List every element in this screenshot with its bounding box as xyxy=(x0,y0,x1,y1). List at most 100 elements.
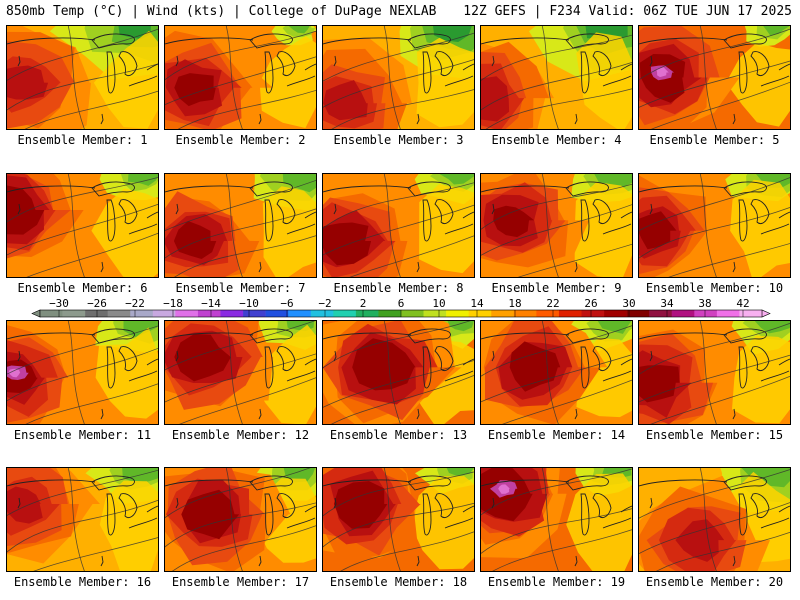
great-lakes-outline xyxy=(481,475,632,567)
temperature-field-2 xyxy=(165,26,316,129)
colorbar-swatch-20 xyxy=(491,310,515,317)
colorbar-swatch-18 xyxy=(446,310,469,317)
colorbar-tick-label: −26 xyxy=(87,297,107,310)
ensemble-member-map-15 xyxy=(638,320,791,425)
temperature-field-13 xyxy=(323,321,474,424)
great-lakes-outline xyxy=(481,33,632,125)
colorbar-swatch-24 xyxy=(581,310,605,317)
ensemble-member-map-5 xyxy=(638,25,791,130)
ensemble-member-label-5: Ensemble Member: 5 xyxy=(649,133,780,147)
colorbar-tick-label: 26 xyxy=(584,297,597,310)
colorbar-swatch-0 xyxy=(40,310,63,317)
ensemble-member-map-17 xyxy=(164,467,317,572)
colorbar-swatch-31 xyxy=(739,310,763,317)
ensemble-member-label-16: Ensemble Member: 16 xyxy=(13,575,152,589)
colorbar-tick-label: 34 xyxy=(660,297,674,310)
great-lakes-outline xyxy=(165,33,316,125)
ensemble-member-label-17: Ensemble Member: 17 xyxy=(171,575,310,589)
ensemble-member-label-10: Ensemble Member: 10 xyxy=(645,281,784,295)
colorbar-swatch-1 xyxy=(62,310,86,317)
colorbar-tick-label: 18 xyxy=(508,297,521,310)
temperature-field-1 xyxy=(7,26,158,129)
great-lakes-outline xyxy=(323,33,474,125)
ensemble-member-label-4: Ensemble Member: 4 xyxy=(491,133,622,147)
colorbar-swatch-16 xyxy=(401,310,424,317)
ensemble-member-map-3 xyxy=(322,25,475,130)
colorbar-swatch-22 xyxy=(536,310,560,317)
colorbar-swatch-9 xyxy=(243,310,266,317)
colorbar-swatch-19 xyxy=(468,310,492,317)
temperature-field-4 xyxy=(481,26,632,129)
colorbar-swatch-6 xyxy=(175,310,199,317)
temperature-field-12 xyxy=(165,321,316,424)
colorbar-tick-label: 42 xyxy=(736,297,749,310)
ensemble-member-map-18 xyxy=(322,467,475,572)
figure-title-left: 850mb Temp (°C) | Wind (kts) | College o… xyxy=(6,4,437,19)
great-lakes-outline xyxy=(7,475,158,567)
temperature-field-5 xyxy=(639,26,790,129)
ensemble-member-map-6 xyxy=(6,173,159,278)
colorbar-swatch-29 xyxy=(694,310,718,317)
ensemble-member-label-14: Ensemble Member: 14 xyxy=(487,428,626,442)
ensemble-member-map-7 xyxy=(164,173,317,278)
colorbar-swatch-7 xyxy=(197,310,221,317)
ensemble-member-map-19 xyxy=(480,467,633,572)
great-lakes-outline xyxy=(7,328,158,420)
temperature-field-20 xyxy=(639,468,790,571)
colorbar-tick-label: 38 xyxy=(698,297,711,310)
figure-title-right: 12Z GEFS | F234 Valid: 06Z TUE JUN 17 20… xyxy=(463,4,792,19)
colorbar-tick-label: 10 xyxy=(432,297,445,310)
ensemble-member-label-8: Ensemble Member: 8 xyxy=(333,281,464,295)
colorbar-swatch-11 xyxy=(288,310,312,317)
colorbar-swatch-21 xyxy=(513,310,537,317)
ensemble-member-label-3: Ensemble Member: 3 xyxy=(333,133,464,147)
colorbar-swatch-28 xyxy=(671,310,695,317)
colorbar-swatch-25 xyxy=(604,310,627,317)
ensemble-member-label-7: Ensemble Member: 7 xyxy=(175,281,306,295)
colorbar-tick-label: −30 xyxy=(49,297,69,310)
ensemble-member-map-11 xyxy=(6,320,159,425)
ensemble-member-label-15: Ensemble Member: 15 xyxy=(645,428,784,442)
colorbar-max-arrow xyxy=(761,309,771,318)
temperature-field-18 xyxy=(323,468,474,571)
great-lakes-outline xyxy=(165,328,316,420)
colorbar-swatch-5 xyxy=(152,310,176,317)
colorbar-min-arrow xyxy=(31,309,41,318)
colorbar-swatch-17 xyxy=(423,310,447,317)
colorbar-swatch-30 xyxy=(716,310,740,317)
ensemble-member-label-1: Ensemble Member: 1 xyxy=(17,133,148,147)
ensemble-member-label-13: Ensemble Member: 13 xyxy=(329,428,468,442)
great-lakes-outline xyxy=(481,328,632,420)
colorbar-swatch-4 xyxy=(130,310,154,317)
colorbar-tick-label: −6 xyxy=(280,297,293,310)
colorbar-tick-label: 6 xyxy=(398,297,405,310)
great-lakes-outline xyxy=(165,475,316,567)
temperature-field-14 xyxy=(481,321,632,424)
ensemble-member-map-9 xyxy=(480,173,633,278)
ensemble-member-label-6: Ensemble Member: 6 xyxy=(17,281,148,295)
colorbar-tick-label: −10 xyxy=(239,297,259,310)
great-lakes-outline xyxy=(7,33,158,125)
great-lakes-outline xyxy=(323,328,474,420)
temperature-field-6 xyxy=(7,174,158,277)
colorbar-tick-label: 2 xyxy=(360,297,367,310)
ensemble-member-label-11: Ensemble Member: 11 xyxy=(13,428,152,442)
colorbar-swatch-27 xyxy=(649,310,673,317)
colorbar-swatch-15 xyxy=(378,310,402,317)
colorbar-swatch-23 xyxy=(558,310,582,317)
ensemble-member-label-9: Ensemble Member: 9 xyxy=(491,281,622,295)
temperature-field-19 xyxy=(481,468,632,571)
colorbar-tick-label: 30 xyxy=(622,297,635,310)
colorbar-swatch-3 xyxy=(107,310,131,317)
ensemble-member-label-20: Ensemble Member: 20 xyxy=(645,575,784,589)
ensemble-member-map-12 xyxy=(164,320,317,425)
colorbar-swatch-14 xyxy=(355,310,379,317)
colorbar-swatch-26 xyxy=(626,310,650,317)
ensemble-member-map-10 xyxy=(638,173,791,278)
colorbar-swatch-13 xyxy=(333,310,357,317)
temperature-field-16 xyxy=(7,468,158,571)
ensemble-member-label-2: Ensemble Member: 2 xyxy=(175,133,306,147)
temperature-field-17 xyxy=(165,468,316,571)
colorbar-tick-label: −14 xyxy=(201,297,221,310)
temperature-colorbar: −30 −26 −22 −18 −14 −10 −6 −2 2 6 10 14 18 22 26 30 34 38… xyxy=(0,296,800,322)
